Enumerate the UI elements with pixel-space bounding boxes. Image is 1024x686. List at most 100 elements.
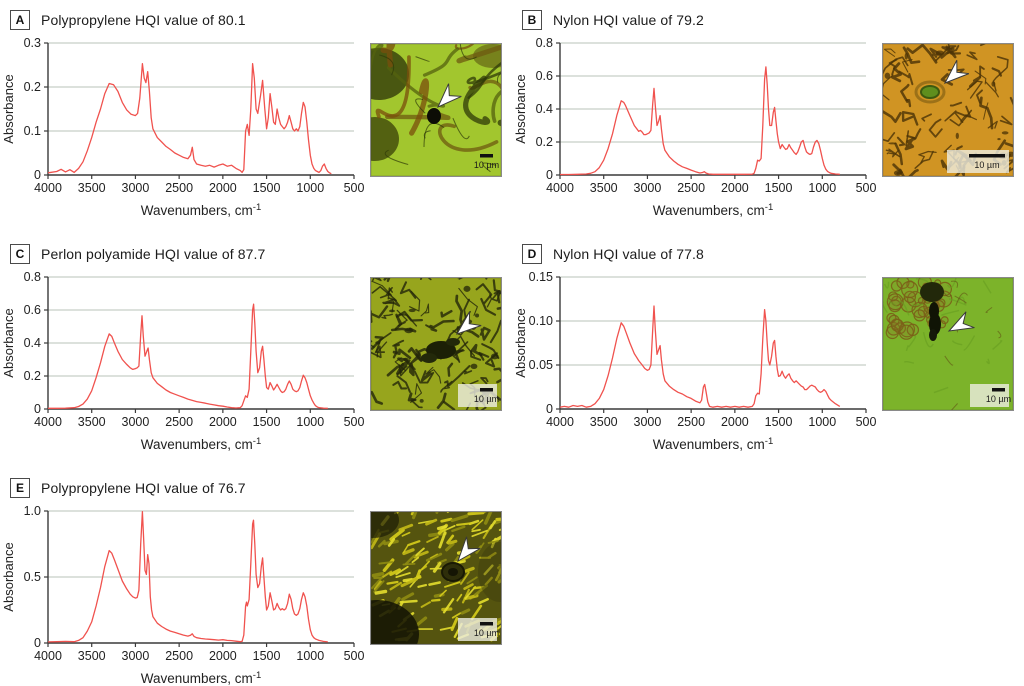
panel-c-body: 0 0.2 0.4 0.6 0.8 4000 3500 3000 2500 2000 1500 100…	[2, 268, 512, 456]
svg-text:0: 0	[546, 168, 553, 182]
svg-text:0.5: 0.5	[24, 570, 41, 584]
svg-text:1000: 1000	[808, 415, 836, 429]
svg-text:3500: 3500	[78, 649, 106, 663]
svg-text:3500: 3500	[590, 181, 618, 195]
svg-text:1500: 1500	[253, 649, 281, 663]
svg-text:1000: 1000	[296, 415, 324, 429]
target-particle	[421, 353, 437, 363]
gridlines	[48, 276, 354, 377]
gridlines	[48, 510, 354, 578]
spectrum-line	[47, 511, 328, 643]
svg-text:0.10: 0.10	[529, 314, 553, 328]
panel-b-body: 0 0.2 0.4 0.6 0.8 4000 3500 3000 2500 2000 1500 100…	[514, 34, 1024, 222]
panel-e-spectrum-chart: 0 0.5 1.0 4000 3500 3000 2500 2000 1500 1000 500 Ab…	[2, 502, 370, 686]
micrograph-texture	[883, 278, 1005, 410]
svg-text:3000: 3000	[122, 649, 150, 663]
axes: 0 0.1 0.2 0.3 4000 3500 3000 2500 2000 1500 1000 50…	[24, 36, 365, 195]
svg-text:500: 500	[856, 181, 877, 195]
svg-text:0.8: 0.8	[24, 270, 41, 284]
svg-text:10 µm: 10 µm	[974, 160, 999, 170]
svg-text:3000: 3000	[634, 181, 662, 195]
panel-a-spectrum-chart: 0 0.1 0.2 0.3 4000 3500 3000 2500 2000 1500 1000 50…	[2, 34, 370, 222]
svg-text:2000: 2000	[209, 649, 237, 663]
svg-text:2000: 2000	[209, 181, 237, 195]
arrowhead-icon	[455, 311, 482, 335]
panel-c-micrograph: 10 µm	[370, 277, 502, 411]
svg-text:10 µm: 10 µm	[986, 394, 1011, 404]
spectrum-chart-svg: 0 0.05 0.10 0.15 4000 3500 3000 2500 2000 1500 100…	[514, 270, 877, 452]
svg-text:2000: 2000	[721, 415, 749, 429]
panel-a-body: 0 0.1 0.2 0.3 4000 3500 3000 2500 2000 1500 1000 50…	[2, 34, 512, 222]
micrograph-svg: 10 µm	[883, 44, 1013, 176]
svg-text:4000: 4000	[34, 181, 62, 195]
svg-text:0.6: 0.6	[24, 303, 41, 317]
svg-text:0.05: 0.05	[529, 358, 553, 372]
gridlines	[560, 42, 866, 143]
panel-d-micrograph: 10 µm	[882, 277, 1014, 411]
svg-text:3000: 3000	[122, 415, 150, 429]
panel-b-micrograph: 10 µm	[882, 43, 1014, 177]
x-axis-label: Wavenumbers, cm-1	[653, 436, 773, 452]
svg-text:0.2: 0.2	[24, 80, 41, 94]
spectrum-chart-svg: 0 0.5 1.0 4000 3500 3000 2500 2000 1500 1000 500 Ab…	[2, 504, 365, 686]
scale-bar: 10 µm	[970, 384, 1011, 407]
svg-text:1.0: 1.0	[24, 504, 41, 518]
spectrum-chart-svg: 0 0.2 0.4 0.6 0.8 4000 3500 3000 2500 2000 1500 100…	[514, 36, 877, 218]
svg-text:500: 500	[856, 415, 877, 429]
panel-a-letter-badge: A	[10, 10, 30, 30]
svg-text:3500: 3500	[590, 415, 618, 429]
panel-d: D Nylon HQI value of 77.8 0 0.05 0.10 0.15 4…	[512, 234, 1024, 466]
svg-text:0: 0	[34, 168, 41, 182]
svg-text:3500: 3500	[78, 415, 106, 429]
arrowhead-icon	[436, 83, 462, 109]
svg-text:0.1: 0.1	[24, 124, 41, 138]
panel-e: E Polypropylene HQI value of 76.7 0 0.5 1.…	[0, 468, 512, 686]
spectrum-line	[48, 303, 328, 409]
panel-e-micrograph: 10 µm	[370, 511, 502, 645]
spectrum-chart-svg: 0 0.1 0.2 0.3 4000 3500 3000 2500 2000 1500 1000 50…	[2, 36, 365, 218]
spectrum-line	[47, 63, 332, 175]
x-axis-label: Wavenumbers, cm-1	[141, 202, 261, 218]
spectrum-chart-svg: 0 0.2 0.4 0.6 0.8 4000 3500 3000 2500 2000 1500 100…	[2, 270, 365, 452]
svg-text:1500: 1500	[253, 415, 281, 429]
micrograph-svg: 10 µm	[883, 278, 1013, 410]
y-axis-label: Absorbance	[2, 542, 16, 611]
panel-b-spectrum-chart: 0 0.2 0.4 0.6 0.8 4000 3500 3000 2500 2000 1500 100…	[514, 34, 882, 222]
panel-a-micrograph: 10 µm	[370, 43, 502, 177]
target-particle	[920, 85, 940, 99]
panel-b-title: Nylon HQI value of 79.2	[553, 12, 704, 28]
svg-text:500: 500	[344, 649, 365, 663]
svg-text:0.15: 0.15	[529, 270, 553, 284]
arrowhead-icon	[943, 60, 970, 84]
svg-text:2500: 2500	[165, 181, 193, 195]
gridlines	[48, 42, 354, 132]
svg-text:4000: 4000	[546, 181, 574, 195]
svg-text:1000: 1000	[296, 181, 324, 195]
svg-text:10 µm: 10 µm	[474, 160, 499, 170]
scale-bar: 10 µm	[947, 150, 1009, 173]
svg-text:0.4: 0.4	[536, 102, 553, 116]
spectrum-line	[560, 66, 840, 176]
y-axis-label: Absorbance	[514, 308, 528, 377]
svg-text:10 µm: 10 µm	[474, 628, 499, 638]
svg-text:3000: 3000	[122, 181, 150, 195]
panel-a-header: A Polypropylene HQI value of 80.1	[10, 10, 512, 30]
micrograph-svg: 10 µm	[371, 44, 501, 176]
axes: 0 0.5 1.0 4000 3500 3000 2500 2000 1500 1000 500	[24, 504, 365, 663]
target-particle	[920, 282, 944, 302]
axes: 0 0.2 0.4 0.6 0.8 4000 3500 3000 2500 2000 1500 100…	[24, 270, 365, 429]
panel-c-title: Perlon polyamide HQI value of 87.7	[41, 246, 266, 262]
axes: 0 0.2 0.4 0.6 0.8 4000 3500 3000 2500 2000 1500 100…	[536, 36, 877, 195]
svg-text:2000: 2000	[721, 181, 749, 195]
x-axis-label: Wavenumbers, cm-1	[141, 670, 261, 686]
svg-text:4000: 4000	[34, 415, 62, 429]
svg-text:0.6: 0.6	[536, 69, 553, 83]
spectrum-line	[559, 305, 841, 408]
svg-text:1000: 1000	[808, 181, 836, 195]
panel-c-letter-badge: C	[10, 244, 30, 264]
svg-text:0.8: 0.8	[536, 36, 553, 50]
panel-d-title: Nylon HQI value of 77.8	[553, 246, 704, 262]
svg-text:4000: 4000	[546, 415, 574, 429]
svg-text:1000: 1000	[296, 649, 324, 663]
